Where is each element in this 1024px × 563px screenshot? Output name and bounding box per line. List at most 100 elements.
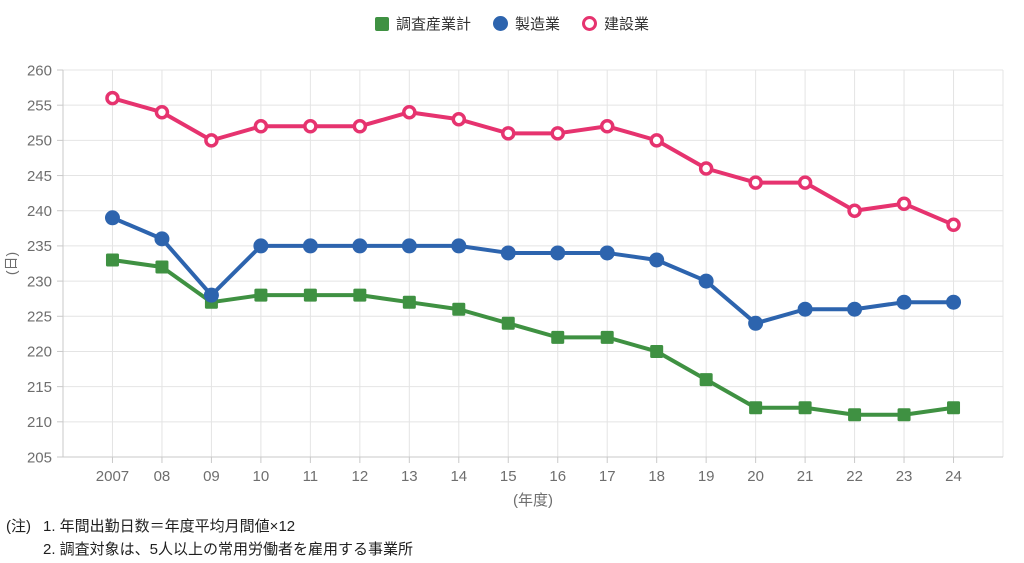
data-point [204,133,219,148]
data-point [946,294,962,310]
data-point [352,238,368,254]
data-point [105,90,120,106]
series-line [110,215,956,326]
x-tick-label: 23 [896,468,913,485]
x-tick-label: 17 [599,468,616,485]
x-tick-label: 11 [303,468,319,485]
x-tick-label: 12 [351,468,368,485]
data-point [155,260,169,274]
series-line [110,257,956,417]
x-axis-title: (年度) [513,492,553,509]
x-tick-label: 10 [253,468,270,485]
data-point [847,203,862,218]
footnote-list: 1. 年間出勤日数＝年度平均月間値×12 2. 調査対象は、5人以上の常用労働者… [43,515,413,561]
x-tick-label: 2007 [96,468,129,485]
data-point [650,344,664,358]
chart-legend: 調査産業計 製造業 建設業 [0,13,1024,34]
y-tick-label: 205 [27,449,52,466]
y-tick-label: 215 [27,379,52,396]
legend-label: 建設業 [604,16,650,33]
data-point [798,401,812,415]
x-tick-label: 16 [549,468,566,485]
legend-square-swatch-icon [374,16,389,31]
data-point [897,408,911,422]
data-point [352,119,368,134]
data-point [154,104,170,120]
data-point [946,217,961,233]
data-point [500,245,516,261]
data-point [501,126,516,141]
y-tick-label: 245 [27,168,52,185]
data-point [451,112,467,127]
data-point [896,294,912,310]
data-point [947,401,961,415]
data-point [253,119,269,134]
data-point [649,133,664,148]
data-point [599,245,615,261]
y-tick-label: 250 [27,133,52,150]
data-point [402,295,416,309]
x-tick-label: 22 [846,468,863,485]
x-tick-label: 21 [797,468,814,485]
data-point [253,238,269,254]
x-tick-label: 18 [648,468,665,485]
footnote-line: 2. 調査対象は、5人以上の常用労働者を雇用する事業所 [43,541,414,558]
footnote-prefix: (注) [6,518,31,535]
data-point [797,301,813,317]
legend-item: 調査産業計 [374,13,471,34]
y-tick-label: 260 [27,62,52,79]
data-point [699,373,713,387]
data-point [401,238,417,254]
data-point [748,315,764,331]
data-point [104,210,120,226]
data-point [203,287,219,303]
data-point [303,119,318,134]
y-tick-label: 235 [27,238,52,255]
data-point [302,238,318,254]
x-tick-label: 14 [450,468,467,485]
legend-circle-swatch-icon [492,16,508,31]
data-point [105,253,119,267]
y-tick-label: 255 [27,97,52,114]
data-point [599,119,615,134]
data-point [353,288,367,302]
y-tick-label: 230 [27,273,52,290]
legend-label: 製造業 [514,16,560,33]
x-tick-label: 13 [401,468,418,485]
data-point [748,175,763,190]
data-point [698,273,714,289]
x-tick-label: 20 [747,468,764,485]
data-point [451,238,467,254]
y-tick-label: 210 [27,414,52,431]
data-point [649,252,665,268]
y-axis-title: (日) [3,252,19,275]
legend-item: 建設業 [582,13,649,34]
data-point [600,330,614,344]
y-tick-label: 220 [27,344,52,361]
footnotes: (注) 1. 年間出勤日数＝年度平均月間値×12 2. 調査対象は、5人以上の常… [6,515,413,561]
data-point [698,161,714,176]
data-point [797,175,813,190]
data-point [550,126,565,141]
data-point [303,288,317,302]
x-tick-label: 09 [203,468,220,485]
data-point [896,196,912,211]
data-point [847,301,863,317]
data-point [749,401,763,415]
data-point [402,104,417,120]
y-tick-label: 225 [27,309,52,326]
data-point [154,231,170,247]
footnote-line: 1. 年間出勤日数＝年度平均月間値×12 [43,518,296,535]
x-tick-label: 19 [698,468,715,485]
data-point [452,302,466,316]
data-point [550,245,566,261]
x-tick-label: 24 [945,468,962,485]
legend-item: 製造業 [492,13,560,34]
y-tick-label: 240 [27,203,52,220]
x-tick-label: 15 [500,468,517,485]
series-line [110,96,956,227]
data-point [551,330,565,344]
data-point [501,316,515,330]
